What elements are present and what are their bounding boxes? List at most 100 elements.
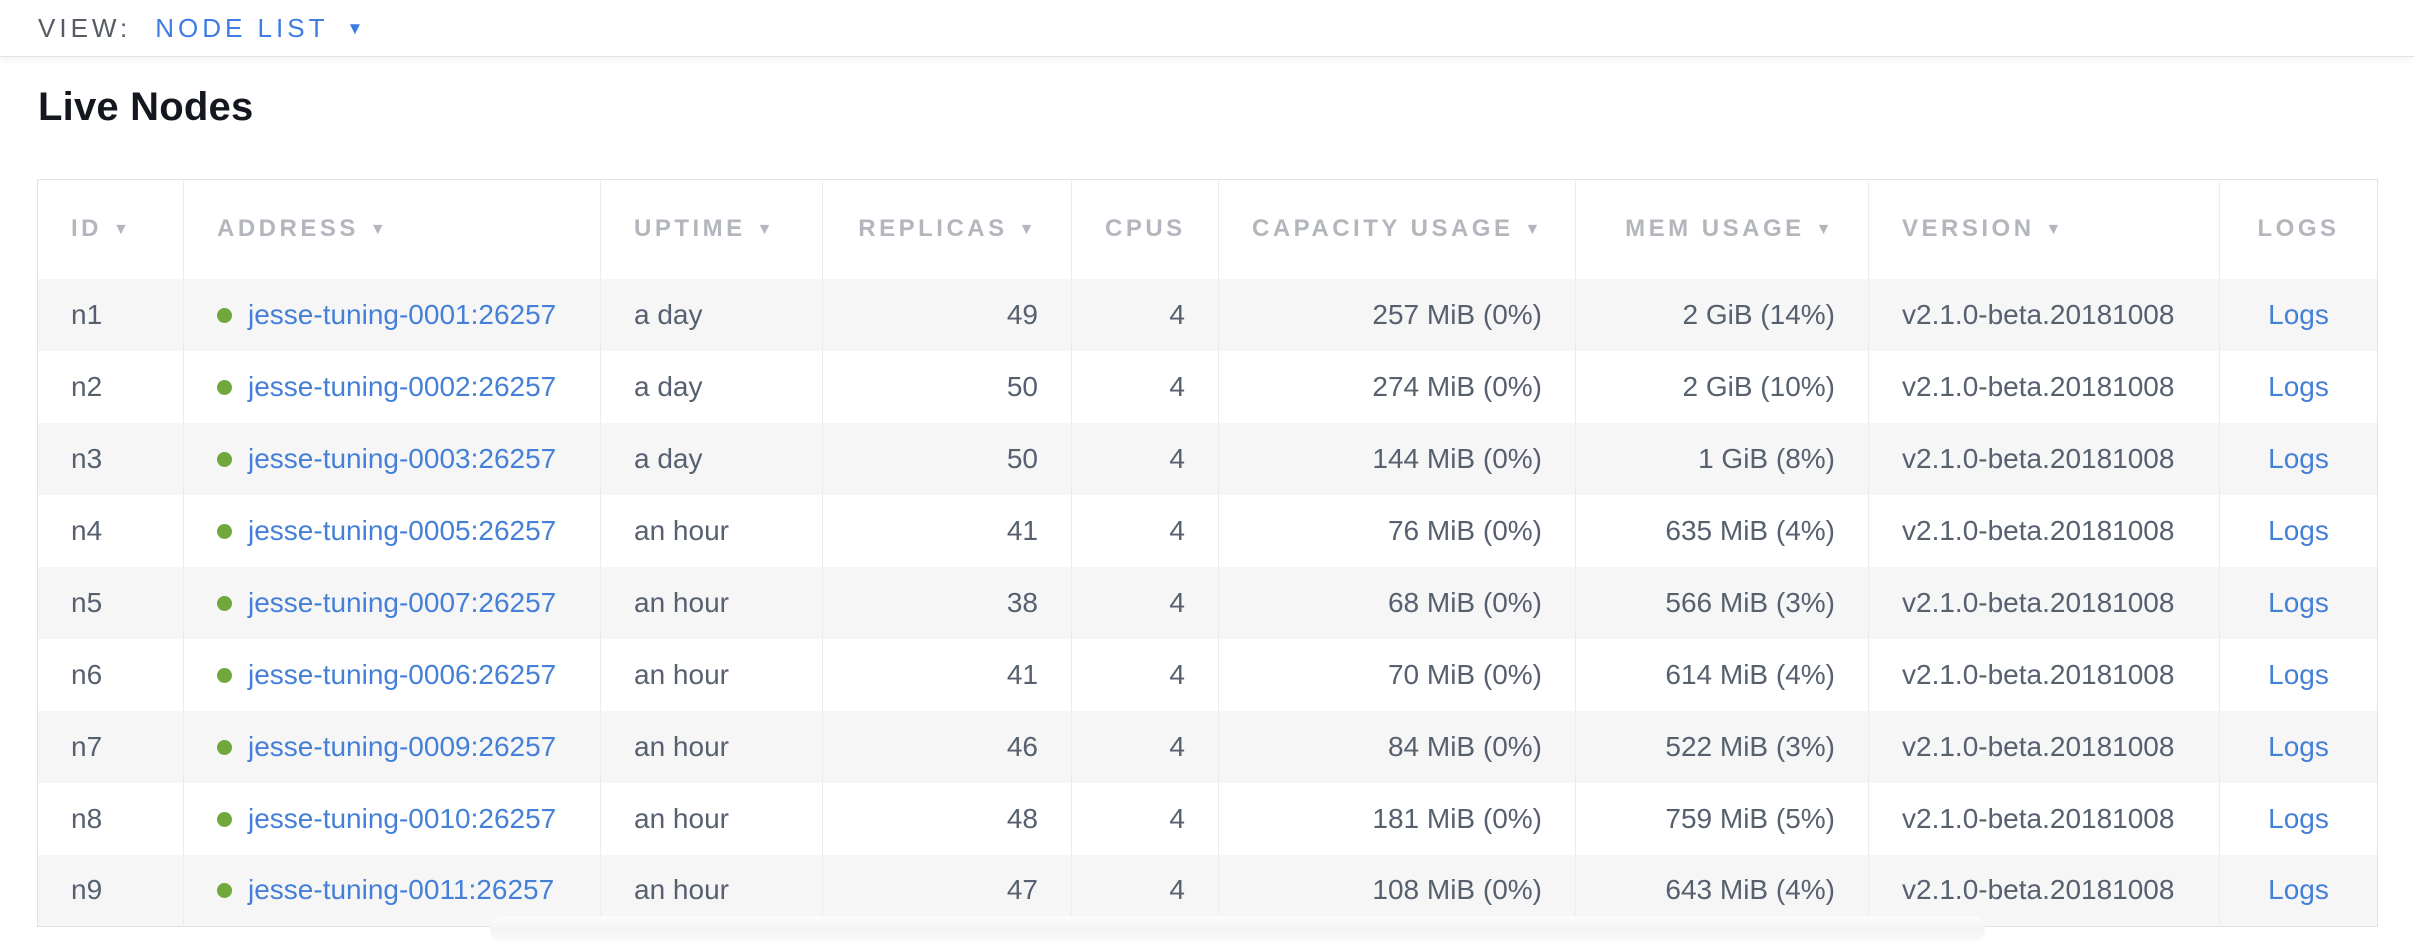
- cell-mem: 522 MiB (3%): [1575, 710, 1869, 783]
- node-address-link[interactable]: jesse-tuning-0010:26257: [248, 802, 557, 834]
- cell-id: n7: [37, 710, 184, 783]
- cell-uptime: an hour: [600, 638, 823, 711]
- table-row: n7 jesse-tuning-0009:26257 an hour 46 4 84 Mi…: [37, 710, 2378, 783]
- table-row: n3 jesse-tuning-0003:26257 a day 50 4 144 MiB…: [37, 422, 2378, 495]
- cell-cpus: 4: [1071, 638, 1219, 711]
- table-body: n1 jesse-tuning-0001:26257 a day 49 4 257 MiB…: [37, 278, 2378, 927]
- cell-address: jesse-tuning-0005:26257: [183, 494, 601, 567]
- column-header-logs: LOGS: [2219, 179, 2378, 279]
- column-header-address[interactable]: ADDRESS ▼: [183, 179, 601, 279]
- column-header-label: ADDRESS: [217, 215, 359, 243]
- cell-mem: 759 MiB (5%): [1575, 782, 1869, 855]
- logs-link[interactable]: Logs: [2268, 298, 2329, 330]
- cell-logs: Logs: [2219, 422, 2378, 495]
- cell-uptime: an hour: [600, 566, 823, 639]
- column-header-label: UPTIME: [634, 215, 746, 243]
- node-address-link[interactable]: jesse-tuning-0011:26257: [248, 874, 555, 906]
- node-live-status-icon: [217, 811, 232, 827]
- node-address-link[interactable]: jesse-tuning-0009:26257: [248, 730, 557, 762]
- cell-version: v2.1.0-beta.20181008: [1868, 710, 2220, 783]
- cell-replicas: 47: [822, 854, 1072, 927]
- cell-replicas: 46: [822, 710, 1072, 783]
- node-live-status-icon: [217, 307, 232, 323]
- cell-mem: 635 MiB (4%): [1575, 494, 1869, 567]
- node-address-link[interactable]: jesse-tuning-0005:26257: [248, 514, 557, 546]
- column-header-label: REPLICAS: [858, 215, 1008, 243]
- column-header-uptime[interactable]: UPTIME ▼: [600, 179, 823, 279]
- cell-replicas: 49: [822, 278, 1072, 351]
- logs-link[interactable]: Logs: [2268, 514, 2329, 546]
- cell-uptime: a day: [600, 350, 823, 423]
- cell-mem: 643 MiB (4%): [1575, 854, 1869, 927]
- sort-desc-icon: ▼: [369, 221, 390, 239]
- cell-logs: Logs: [2219, 566, 2378, 639]
- table-row: n6 jesse-tuning-0006:26257 an hour 41 4 70 Mi…: [37, 638, 2378, 711]
- column-header-id[interactable]: ID ▼: [37, 179, 184, 279]
- view-dropdown[interactable]: NODE LIST ▼: [155, 13, 367, 44]
- column-header-label: VERSION: [1902, 215, 2035, 243]
- sort-desc-icon: ▼: [1524, 221, 1544, 239]
- logs-link[interactable]: Logs: [2268, 730, 2329, 762]
- cell-cpus: 4: [1071, 710, 1219, 783]
- logs-link[interactable]: Logs: [2268, 802, 2329, 834]
- cell-address: jesse-tuning-0011:26257: [183, 854, 601, 927]
- node-live-status-icon: [217, 595, 232, 611]
- cell-version: v2.1.0-beta.20181008: [1868, 278, 2220, 351]
- page-title: Live Nodes: [38, 85, 254, 129]
- table-row: n1 jesse-tuning-0001:26257 a day 49 4 257 MiB…: [37, 278, 2378, 351]
- node-address-link[interactable]: jesse-tuning-0006:26257: [248, 658, 557, 690]
- cell-replicas: 38: [822, 566, 1072, 639]
- cell-capacity: 76 MiB (0%): [1218, 494, 1576, 567]
- table-row: n5 jesse-tuning-0007:26257 an hour 38 4 68 Mi…: [37, 566, 2378, 639]
- sort-desc-icon: ▼: [1815, 221, 1835, 239]
- node-address-link[interactable]: jesse-tuning-0002:26257: [248, 370, 557, 402]
- cell-version: v2.1.0-beta.20181008: [1868, 782, 2220, 855]
- horizontal-scrollbar[interactable]: [490, 916, 1985, 942]
- column-header-replicas[interactable]: REPLICAS ▼: [822, 179, 1072, 279]
- cell-mem: 2 GiB (10%): [1575, 350, 1869, 423]
- logs-link[interactable]: Logs: [2268, 370, 2329, 402]
- node-address-link[interactable]: jesse-tuning-0007:26257: [248, 586, 557, 618]
- cell-replicas: 41: [822, 494, 1072, 567]
- logs-link[interactable]: Logs: [2268, 442, 2329, 474]
- cell-capacity: 274 MiB (0%): [1218, 350, 1576, 423]
- logs-link[interactable]: Logs: [2268, 874, 2329, 906]
- sort-desc-icon: ▼: [2045, 221, 2065, 239]
- cell-address: jesse-tuning-0001:26257: [183, 278, 601, 351]
- view-dropdown-value: NODE LIST: [155, 12, 329, 43]
- cell-version: v2.1.0-beta.20181008: [1868, 422, 2220, 495]
- chevron-down-icon: ▼: [346, 19, 368, 38]
- cell-cpus: 4: [1071, 854, 1219, 927]
- cell-address: jesse-tuning-0003:26257: [183, 422, 601, 495]
- cell-capacity: 144 MiB (0%): [1218, 422, 1576, 495]
- logs-link[interactable]: Logs: [2268, 658, 2329, 690]
- cell-version: v2.1.0-beta.20181008: [1868, 566, 2220, 639]
- cell-uptime: an hour: [600, 494, 823, 567]
- cell-capacity: 108 MiB (0%): [1218, 854, 1576, 927]
- node-live-status-icon: [217, 739, 232, 755]
- cell-id: n4: [37, 494, 184, 567]
- view-label: VIEW:: [38, 12, 132, 43]
- node-address-link[interactable]: jesse-tuning-0001:26257: [248, 298, 557, 330]
- node-address-link[interactable]: jesse-tuning-0003:26257: [248, 442, 557, 474]
- cell-cpus: 4: [1071, 278, 1219, 351]
- logs-link[interactable]: Logs: [2268, 586, 2329, 618]
- cell-cpus: 4: [1071, 422, 1219, 495]
- cell-id: n8: [37, 782, 184, 855]
- view-selector-bar: VIEW: NODE LIST ▼: [0, 0, 2414, 57]
- cell-cpus: 4: [1071, 350, 1219, 423]
- column-header-cpus: CPUS: [1071, 179, 1219, 279]
- cell-address: jesse-tuning-0010:26257: [183, 782, 601, 855]
- cell-id: n9: [37, 854, 184, 927]
- column-header-version[interactable]: VERSION ▼: [1868, 179, 2220, 279]
- cell-address: jesse-tuning-0006:26257: [183, 638, 601, 711]
- column-header-capacity[interactable]: CAPACITY USAGE ▼: [1218, 179, 1576, 279]
- cell-cpus: 4: [1071, 494, 1219, 567]
- table-row: n9 jesse-tuning-0011:26257 an hour 47 4 108 M…: [37, 854, 2378, 927]
- live-nodes-table: ID ▼ ADDRESS ▼ UPTIME ▼ REPLICAS ▼ CPUS CAPACITY …: [37, 179, 2378, 927]
- sort-desc-icon: ▼: [756, 221, 777, 239]
- column-header-label: CAPACITY USAGE: [1252, 215, 1514, 243]
- column-header-mem[interactable]: MEM USAGE ▼: [1575, 179, 1869, 279]
- cell-capacity: 181 MiB (0%): [1218, 782, 1576, 855]
- cell-logs: Logs: [2219, 782, 2378, 855]
